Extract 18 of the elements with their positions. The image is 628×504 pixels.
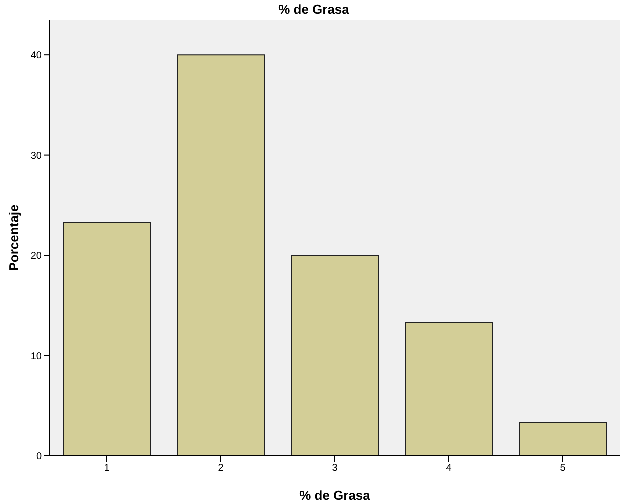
y-tick-label: 10: [30, 351, 42, 362]
y-axis-title: Porcentaje: [6, 204, 22, 272]
bar: [291, 255, 380, 456]
bar: [405, 322, 494, 456]
x-tick-label: 2: [218, 463, 224, 474]
x-tick-label: 3: [332, 463, 338, 474]
y-tick-label: 20: [30, 251, 42, 262]
y-tick-label: 30: [30, 150, 42, 162]
chart-title: % de Grasa: [278, 2, 350, 17]
bar: [63, 222, 152, 456]
y-tick-label: 40: [30, 50, 42, 62]
bar: [177, 54, 266, 456]
bar: [519, 422, 608, 456]
y-tick-label: 0: [36, 452, 42, 463]
x-tick-label: 4: [446, 463, 452, 474]
x-tick-label: 1: [104, 463, 110, 474]
x-tick-label: 5: [560, 463, 566, 474]
x-axis-title: % de Grasa: [300, 488, 372, 503]
